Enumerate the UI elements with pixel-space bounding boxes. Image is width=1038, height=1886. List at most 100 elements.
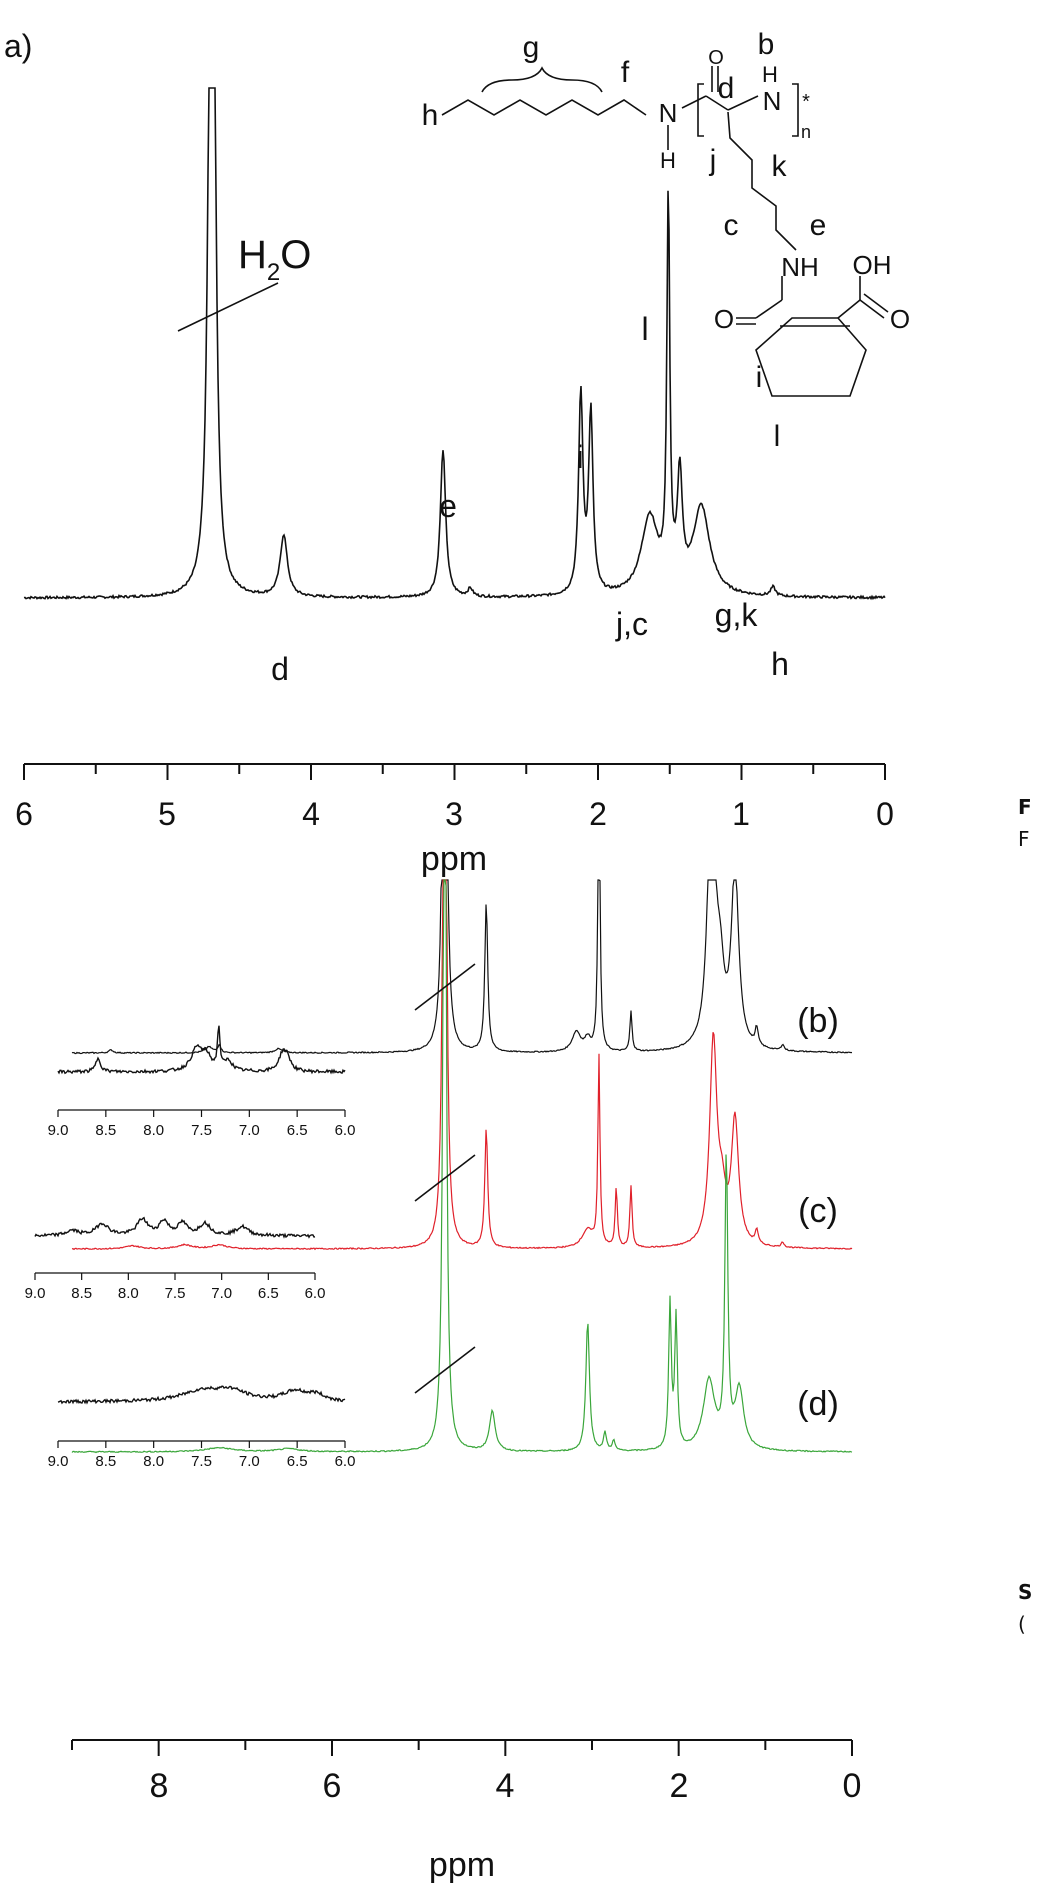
structure-label-e: e	[810, 209, 827, 242]
edge-text-bottom: S	[1018, 1580, 1033, 1604]
inset-tick-label: 9.0	[48, 1453, 69, 1470]
axis-a-tick-label: 4	[302, 796, 320, 832]
inset-b-ticks	[57, 1110, 346, 1117]
inset-tick-label: 7.0	[211, 1285, 232, 1302]
axis-bcd-xlabel: ppm	[429, 1846, 495, 1884]
peak-label-gk: g,k	[715, 597, 759, 633]
structure-atom-o: O	[708, 47, 724, 69]
structure-amide-c	[755, 299, 783, 319]
edge-text-bottom-2: (	[1018, 1612, 1026, 1636]
structure-label-b: b	[758, 28, 775, 61]
axis-a-tick-label: 3	[445, 796, 463, 832]
series-label-c: (c)	[798, 1192, 838, 1230]
inset-tick-label: 6.0	[335, 1122, 356, 1139]
inset-c-line	[34, 1216, 316, 1239]
inset-tick-label: 6.0	[305, 1285, 326, 1302]
axis-a-ticks	[23, 764, 886, 780]
structure-atom-oh: OH	[853, 250, 892, 280]
inset-tick-label: 6.5	[258, 1285, 279, 1302]
axis-a-xlabel: ppm	[421, 840, 487, 878]
inset-b-line	[57, 1025, 346, 1075]
water-break-mark	[177, 282, 279, 332]
break-mark-b	[414, 963, 476, 1011]
structure-label-k: k	[772, 150, 788, 183]
break-mark-c	[414, 1154, 476, 1202]
structure-bracket-left	[697, 83, 704, 137]
water-label: H2O	[238, 233, 311, 286]
structure-label-c: c	[724, 209, 739, 242]
structure-atom-n2: N	[763, 86, 782, 116]
structure-ring	[755, 317, 867, 397]
inset-tick-label: 7.5	[191, 1122, 212, 1139]
chemical-structure	[441, 66, 889, 397]
panel-a-label: a)	[4, 28, 32, 64]
spectrum-b-line	[71, 879, 853, 1055]
structure-atom-o-right: O	[890, 304, 910, 334]
structure-label-g: g	[523, 31, 540, 64]
axis-a-tick-label: 1	[732, 796, 750, 832]
inset-d: 9.0 8.5 8.0 7.5 7.0 6.5 6.0	[48, 1385, 356, 1470]
axis-bcd-tick-label: 4	[496, 1767, 515, 1805]
axis-a-tick-label: 5	[158, 796, 176, 832]
peak-label-i: i	[576, 439, 583, 475]
inset-d-ticks	[57, 1441, 346, 1448]
axis-a-tick-label: 0	[876, 796, 894, 832]
structure-label-f: f	[621, 56, 630, 89]
series-label-b: (b)	[797, 1002, 839, 1040]
axis-a-tick-label: 6	[15, 796, 33, 832]
inset-tick-label: 8.0	[143, 1122, 164, 1139]
structure-label-i: i	[756, 361, 763, 394]
structure-c-bond	[705, 95, 729, 111]
peak-label-e: e	[439, 488, 457, 524]
inset-tick-label: 9.0	[48, 1122, 69, 1139]
structure-labels: g f h b d j k c e i l N H O H N * n NH O…	[422, 28, 910, 453]
structure-atom-nh: NH	[781, 252, 819, 282]
structure-n-c-bond	[681, 95, 707, 109]
edge-text-top-2: F	[1018, 827, 1030, 851]
break-mark-d	[414, 1346, 476, 1394]
inset-tick-label: 7.5	[191, 1453, 212, 1470]
structure-atom-h1: H	[660, 148, 676, 173]
inset-tick-label: 6.5	[287, 1122, 308, 1139]
inset-c-ticks	[34, 1273, 316, 1280]
inset-tick-label: 8.0	[118, 1285, 139, 1302]
structure-star: *	[802, 91, 810, 113]
structure-brace	[481, 66, 603, 93]
inset-tick-label: 7.0	[239, 1453, 260, 1470]
inset-tick-label: 8.5	[71, 1285, 92, 1302]
structure-alkyl-chain	[441, 99, 647, 116]
peak-label-h: h	[771, 646, 789, 682]
inset-c: 9.0 8.5 8.0 7.5 7.0 6.5 6.0	[25, 1216, 326, 1302]
inset-tick-label: 8.0	[143, 1453, 164, 1470]
inset-tick-label: 6.0	[335, 1453, 356, 1470]
inset-tick-label: 8.5	[95, 1122, 116, 1139]
axis-bcd-tick-label: 2	[670, 1767, 689, 1805]
structure-label-j: j	[709, 144, 717, 177]
inset-d-tick-labels: 9.0 8.5 8.0 7.5 7.0 6.5 6.0	[48, 1453, 356, 1470]
axis-bcd-tick-label: 8	[150, 1767, 169, 1805]
axis-bcd-tick-label: 6	[323, 1767, 342, 1805]
inset-tick-label: 8.5	[95, 1453, 116, 1470]
peak-label-jc: j,c	[615, 606, 648, 642]
inset-tick-label: 9.0	[25, 1285, 46, 1302]
structure-label-h: h	[422, 99, 439, 132]
spectrum-c-line	[71, 879, 853, 1251]
structure-label-d: d	[718, 72, 735, 105]
structure-atom-n1: N	[659, 98, 678, 128]
structure-bracket-right	[792, 83, 799, 137]
inset-b: 9.0 8.5 8.0 7.5 7.0 6.5 6.0	[48, 1025, 356, 1139]
inset-b-tick-labels: 9.0 8.5 8.0 7.5 7.0 6.5 6.0	[48, 1122, 356, 1139]
inset-tick-label: 7.0	[239, 1122, 260, 1139]
structure-atom-o-left: O	[714, 304, 734, 334]
structure-acid-c	[837, 299, 861, 319]
axis-a-tick-label: 2	[589, 796, 607, 832]
inset-c-tick-labels: 9.0 8.5 8.0 7.5 7.0 6.5 6.0	[25, 1285, 326, 1302]
spectrum-d-line	[71, 879, 853, 1454]
axis-bcd-tick-label: 0	[843, 1767, 862, 1805]
structure-n-subscript: n	[801, 122, 811, 142]
structure-ca-n-bond	[727, 95, 759, 111]
spectrum-a-line	[23, 87, 886, 601]
inset-tick-label: 7.5	[165, 1285, 186, 1302]
structure-side-chain	[727, 111, 797, 251]
